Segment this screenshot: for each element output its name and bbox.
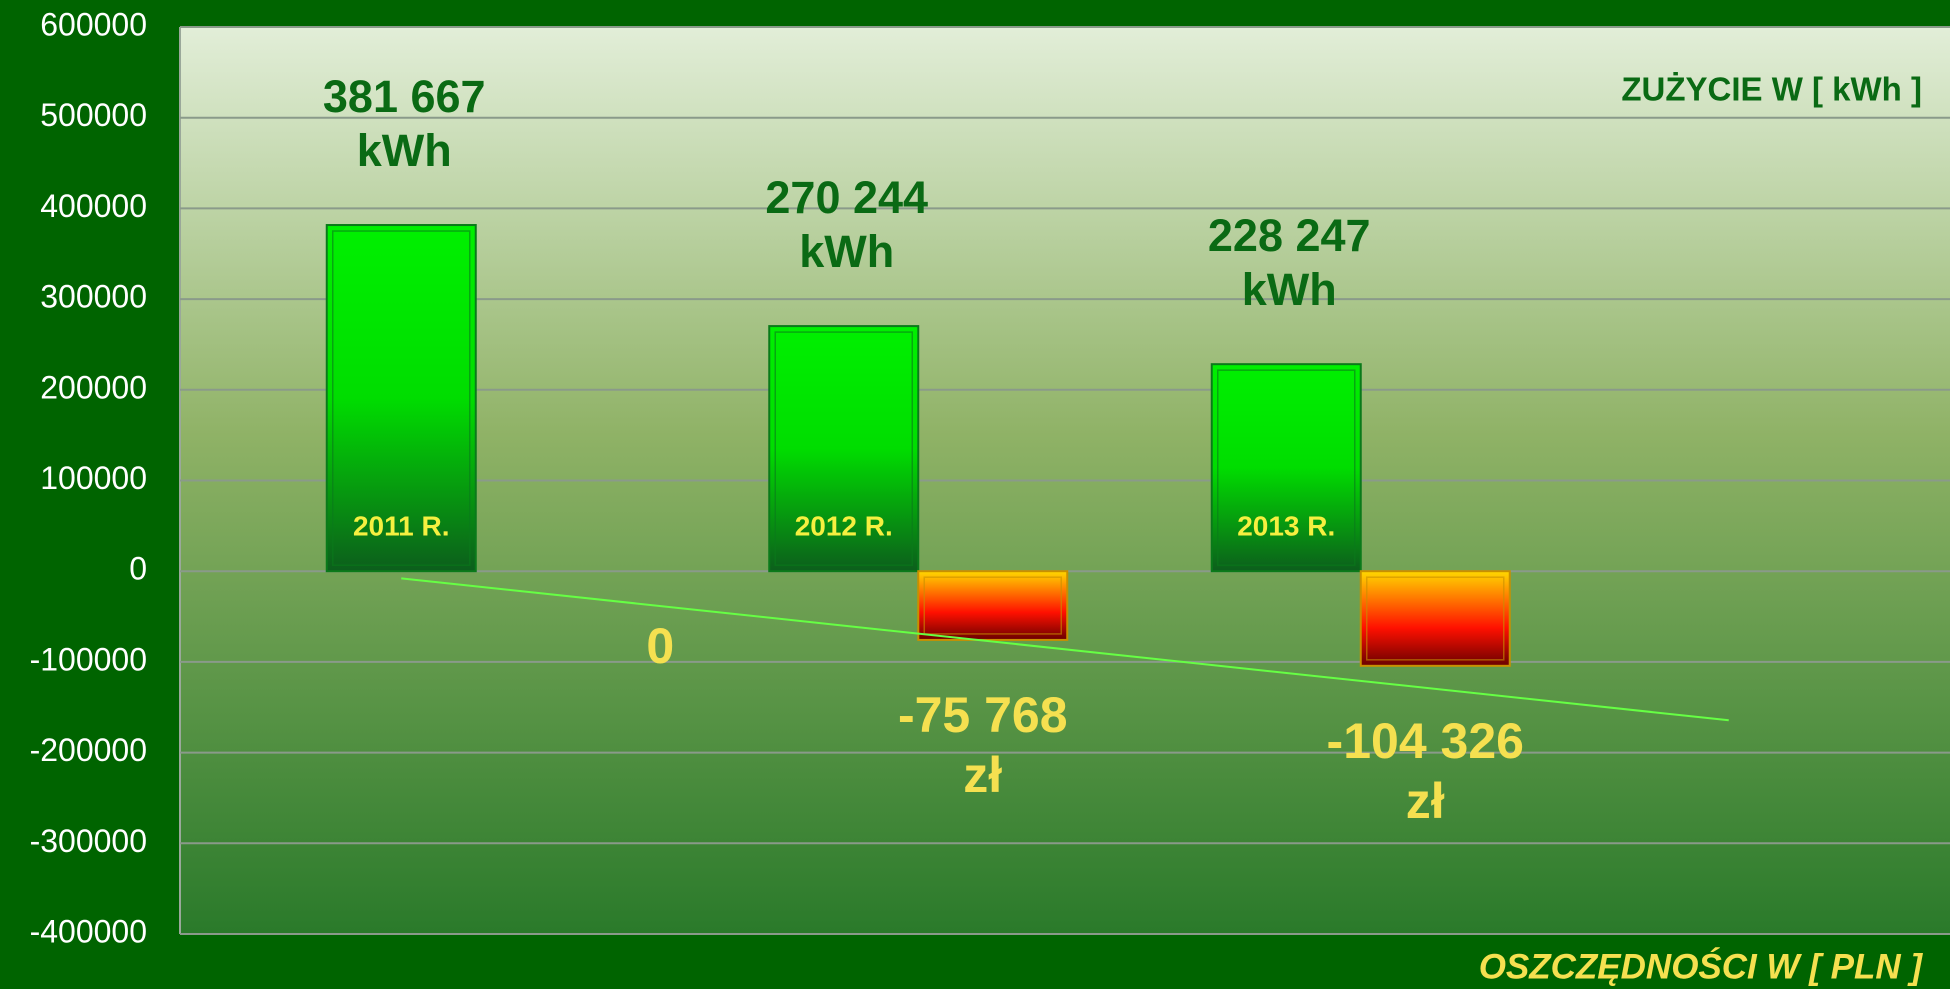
y-tick-label: 200000: [40, 369, 147, 405]
y-tick-label: 300000: [40, 279, 147, 315]
value-label: 381 667 kWh: [322, 71, 486, 177]
value-label: 0: [646, 618, 675, 675]
value-label: 270 244 kWh: [765, 172, 929, 278]
bar: [768, 325, 920, 573]
y-tick-label: -300000: [30, 823, 147, 859]
bar-inner-edge: [1217, 369, 1356, 566]
bar-inner-edge: [332, 230, 471, 566]
legend-entry: ZUŻYCIE W [ kWh ]: [1621, 71, 1922, 108]
legend-entry: OSZCZĘDNOŚCI W [ PLN ]: [1479, 946, 1924, 986]
bar: [917, 570, 1069, 641]
y-tick-label: 100000: [40, 460, 147, 496]
y-tick-label: 400000: [40, 188, 147, 224]
bar: [325, 224, 477, 573]
bar: [1359, 570, 1511, 667]
value-label: -104 326 zł: [1326, 712, 1524, 829]
y-tick-label: -200000: [30, 732, 147, 768]
y-tick-label: 500000: [40, 97, 147, 133]
bar-inner-edge: [774, 331, 913, 566]
value-label: -75 768 zł: [897, 686, 1068, 803]
category-label: 2012 R.: [795, 511, 893, 542]
y-tick-label: 600000: [40, 6, 147, 42]
category-label: 2011 R.: [353, 511, 450, 542]
bar-inner-edge: [923, 576, 1062, 635]
trendline: [401, 577, 1729, 722]
y-tick-label: -400000: [30, 913, 147, 949]
bar-inner-edge: [1366, 576, 1505, 661]
bar: [1210, 363, 1362, 573]
category-label: 2013 R.: [1237, 511, 1335, 542]
y-tick-label: 0: [129, 551, 147, 587]
y-tick-label: -100000: [30, 641, 147, 677]
value-label: 228 247 kWh: [1207, 210, 1371, 316]
